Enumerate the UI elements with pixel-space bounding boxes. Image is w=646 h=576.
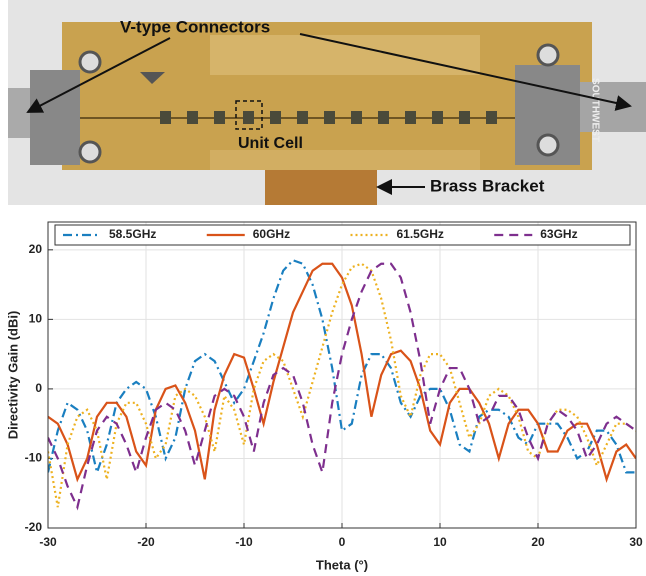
- legend-label: 63GHz: [540, 227, 577, 241]
- plot-frame: [47, 221, 637, 529]
- series-line: [48, 262, 636, 483]
- screws: [78, 43, 560, 164]
- connector: [30, 70, 80, 165]
- unit-cells: [160, 111, 497, 124]
- x-axis-label: Theta (°): [316, 557, 368, 572]
- photo: SOUTHWEST V-type Connectors Unit Cell Br…: [8, 0, 646, 205]
- x-tick-label: -20: [137, 535, 155, 549]
- y-tick-label: 10: [29, 312, 43, 326]
- unit-cell-box: [235, 100, 263, 130]
- legend-box: [54, 224, 631, 246]
- board-strip: [210, 150, 480, 170]
- series-line: [48, 262, 636, 511]
- x-tick-label: -30: [39, 535, 57, 549]
- y-tick-label: -10: [25, 451, 43, 465]
- arrow: [299, 33, 632, 111]
- y-tick-label: 20: [29, 242, 43, 256]
- arrow: [26, 37, 171, 113]
- legend-label: 58.5GHz: [109, 227, 156, 241]
- annotation: V-type Connectors: [120, 17, 270, 36]
- annotation: Brass Bracket: [430, 176, 545, 195]
- x-tick-label: 20: [531, 535, 545, 549]
- x-tick-label: 10: [433, 535, 447, 549]
- x-tick-label: 30: [629, 535, 643, 549]
- x-tick-label: -10: [235, 535, 253, 549]
- annotation: Unit Cell: [238, 135, 303, 152]
- y-tick-label: -20: [25, 520, 43, 534]
- brand-label: SOUTHWEST: [589, 78, 600, 142]
- connector-plug: [580, 82, 646, 132]
- x-tick-label: 0: [339, 535, 346, 549]
- marker: [140, 72, 165, 84]
- y-axis-label: Directivity Gain (dBi): [5, 311, 20, 440]
- legend-label: 61.5GHz: [397, 227, 444, 241]
- connector-plug: [8, 88, 30, 138]
- legend-label: 60GHz: [253, 227, 290, 241]
- board-strip: [210, 35, 480, 75]
- y-tick-label: 0: [35, 381, 42, 395]
